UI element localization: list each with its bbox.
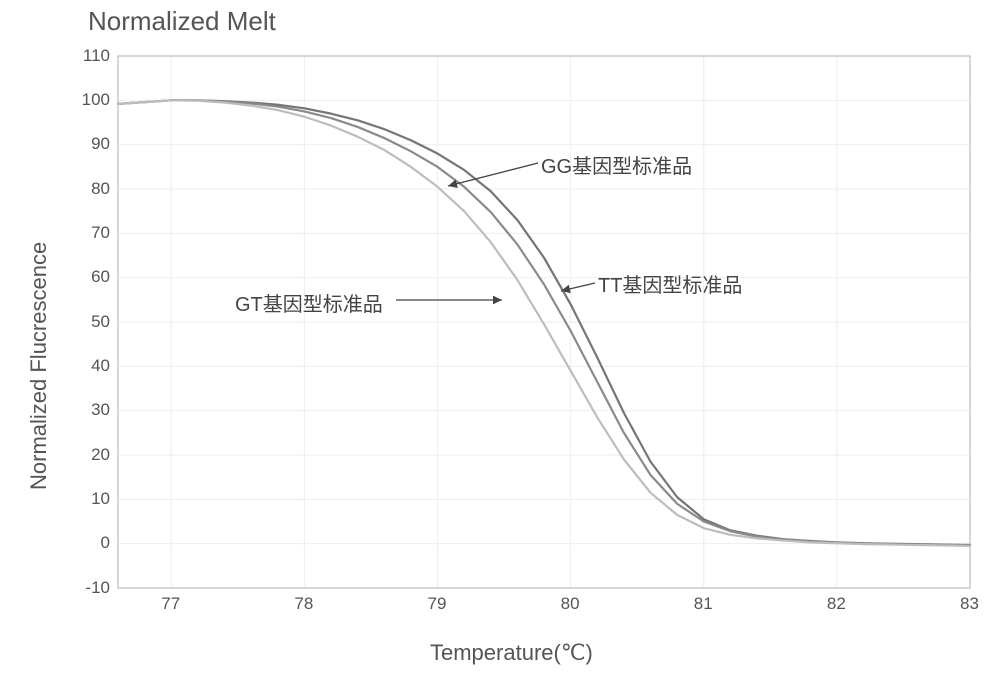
y-tick-label: 90 <box>91 134 110 154</box>
y-tick-label: 30 <box>91 400 110 420</box>
y-tick-label: -10 <box>85 578 110 598</box>
y-tick-label: 20 <box>91 445 110 465</box>
melt-curve-chart <box>0 0 1000 687</box>
x-tick-label: 77 <box>161 594 180 614</box>
y-tick-label: 40 <box>91 356 110 376</box>
y-tick-label: 0 <box>101 533 110 553</box>
x-tick-label: 79 <box>428 594 447 614</box>
y-tick-label: 110 <box>83 46 110 66</box>
y-tick-label: 100 <box>82 90 110 110</box>
x-tick-label: 83 <box>960 594 979 614</box>
x-tick-label: 78 <box>294 594 313 614</box>
x-tick-label: 81 <box>694 594 713 614</box>
x-tick-label: 82 <box>827 594 846 614</box>
annotation-GG: GG基因型标准品 <box>541 150 692 179</box>
y-tick-label: 10 <box>91 489 110 509</box>
y-tick-label: 80 <box>91 179 110 199</box>
x-tick-label: 80 <box>561 594 580 614</box>
y-tick-label: 70 <box>91 223 110 243</box>
y-tick-label: 50 <box>91 312 110 332</box>
annotation-GT: GT基因型标准品 <box>235 288 383 317</box>
annotation-TT: TT基因型标准品 <box>598 269 742 298</box>
y-tick-label: 60 <box>91 267 110 287</box>
